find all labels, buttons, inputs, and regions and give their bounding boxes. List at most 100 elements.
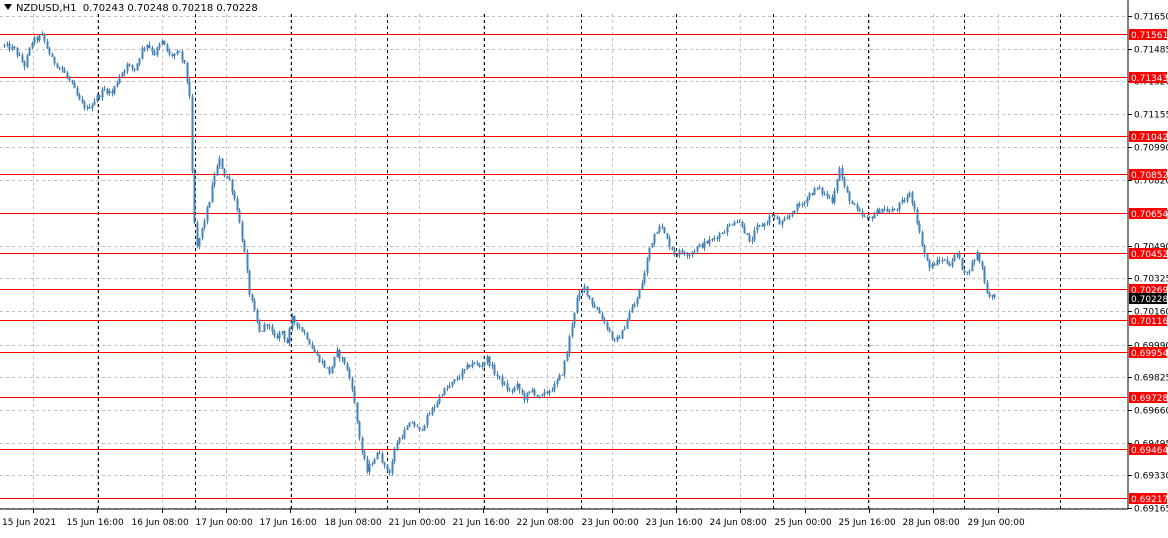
candle-body[interactable]	[148, 44, 151, 48]
candle-body[interactable]	[471, 363, 474, 368]
candle-body[interactable]	[921, 231, 924, 247]
candle-body[interactable]	[293, 316, 296, 323]
candle-body[interactable]	[346, 363, 349, 370]
candle-body[interactable]	[636, 298, 639, 304]
candle-body[interactable]	[438, 396, 441, 403]
candle-body[interactable]	[578, 292, 581, 298]
candle-body[interactable]	[231, 179, 234, 193]
candle-body[interactable]	[518, 383, 521, 391]
candle-body[interactable]	[163, 40, 166, 45]
candle-body[interactable]	[376, 452, 379, 460]
candle-body[interactable]	[143, 48, 146, 50]
candle-body[interactable]	[946, 259, 949, 264]
candle-body[interactable]	[993, 294, 996, 298]
candle-body[interactable]	[671, 246, 674, 251]
candle-body[interactable]	[443, 388, 446, 395]
candle-body[interactable]	[573, 312, 576, 325]
candle-body[interactable]	[806, 197, 809, 204]
candle-body[interactable]	[338, 349, 341, 359]
candle-body[interactable]	[501, 376, 504, 385]
candle-body[interactable]	[681, 250, 684, 253]
candle-body[interactable]	[978, 252, 981, 262]
candle-body[interactable]	[658, 226, 661, 232]
candle-body[interactable]	[746, 233, 749, 236]
candle-body[interactable]	[243, 240, 246, 252]
candle-body[interactable]	[171, 54, 174, 57]
candle-body[interactable]	[898, 202, 901, 210]
candle-body[interactable]	[781, 221, 784, 225]
candle-body[interactable]	[721, 233, 724, 235]
horizontal-levels[interactable]	[0, 34, 1128, 499]
candle-body[interactable]	[363, 451, 366, 459]
candle-body[interactable]	[508, 390, 511, 392]
candle-body[interactable]	[763, 223, 766, 227]
candle-body[interactable]	[931, 263, 934, 268]
candle-body[interactable]	[533, 389, 536, 396]
candle-body[interactable]	[321, 361, 324, 363]
candle-body[interactable]	[646, 259, 649, 273]
candle-body[interactable]	[733, 222, 736, 225]
candle-body[interactable]	[476, 362, 479, 365]
candle-body[interactable]	[193, 171, 196, 223]
candle-body[interactable]	[648, 247, 651, 260]
candle-body[interactable]	[186, 62, 189, 82]
candle-body[interactable]	[18, 55, 21, 57]
candle-body[interactable]	[941, 260, 944, 262]
candle-body[interactable]	[991, 294, 994, 297]
candle-body[interactable]	[341, 357, 344, 359]
candle-body[interactable]	[748, 235, 751, 242]
candle-body[interactable]	[528, 391, 531, 394]
candle-body[interactable]	[478, 364, 481, 367]
candle-body[interactable]	[33, 37, 36, 43]
candle-body[interactable]	[396, 442, 399, 451]
candle-body[interactable]	[356, 402, 359, 422]
candle-body[interactable]	[868, 216, 871, 218]
candle-body[interactable]	[811, 193, 814, 195]
candle-body[interactable]	[431, 408, 434, 415]
candle-body[interactable]	[826, 193, 829, 197]
candle-body[interactable]	[521, 390, 524, 394]
candle-body[interactable]	[31, 42, 34, 48]
candle-body[interactable]	[723, 232, 726, 234]
candle-body[interactable]	[571, 324, 574, 337]
candle-body[interactable]	[21, 55, 24, 62]
candle-body[interactable]	[693, 251, 696, 253]
candle-body[interactable]	[498, 375, 501, 377]
candle-body[interactable]	[808, 193, 811, 198]
candle-body[interactable]	[241, 222, 244, 241]
candle-body[interactable]	[818, 187, 821, 189]
candle-body[interactable]	[506, 383, 509, 391]
candle-body[interactable]	[303, 331, 306, 333]
candle-body[interactable]	[626, 320, 629, 329]
candle-body[interactable]	[623, 328, 626, 331]
candle-body[interactable]	[288, 328, 291, 344]
candle-body[interactable]	[361, 437, 364, 452]
candle-body[interactable]	[951, 261, 954, 266]
candle-body[interactable]	[591, 297, 594, 305]
candle-body[interactable]	[221, 158, 224, 170]
candle-body[interactable]	[731, 224, 734, 226]
candle-body[interactable]	[453, 379, 456, 382]
candle-body[interactable]	[983, 266, 986, 283]
candle-body[interactable]	[441, 394, 444, 397]
candle-body[interactable]	[266, 324, 269, 326]
candle-body[interactable]	[176, 51, 179, 55]
candle-body[interactable]	[388, 470, 391, 474]
candle-body[interactable]	[126, 64, 129, 72]
candle-body[interactable]	[666, 233, 669, 239]
candle-body[interactable]	[776, 216, 779, 219]
candle-body[interactable]	[446, 387, 449, 389]
candle-body[interactable]	[316, 352, 319, 355]
candle-body[interactable]	[976, 252, 979, 261]
candle-body[interactable]	[481, 365, 484, 367]
candle-body[interactable]	[668, 238, 671, 247]
candle-body[interactable]	[561, 374, 564, 376]
candle-body[interactable]	[783, 218, 786, 222]
candle-body[interactable]	[188, 81, 191, 97]
candle-body[interactable]	[46, 41, 49, 49]
candle-body[interactable]	[676, 254, 679, 256]
candle-body[interactable]	[136, 63, 139, 71]
candle-body[interactable]	[233, 192, 236, 199]
candle-body[interactable]	[716, 238, 719, 240]
candle-body[interactable]	[448, 385, 451, 388]
